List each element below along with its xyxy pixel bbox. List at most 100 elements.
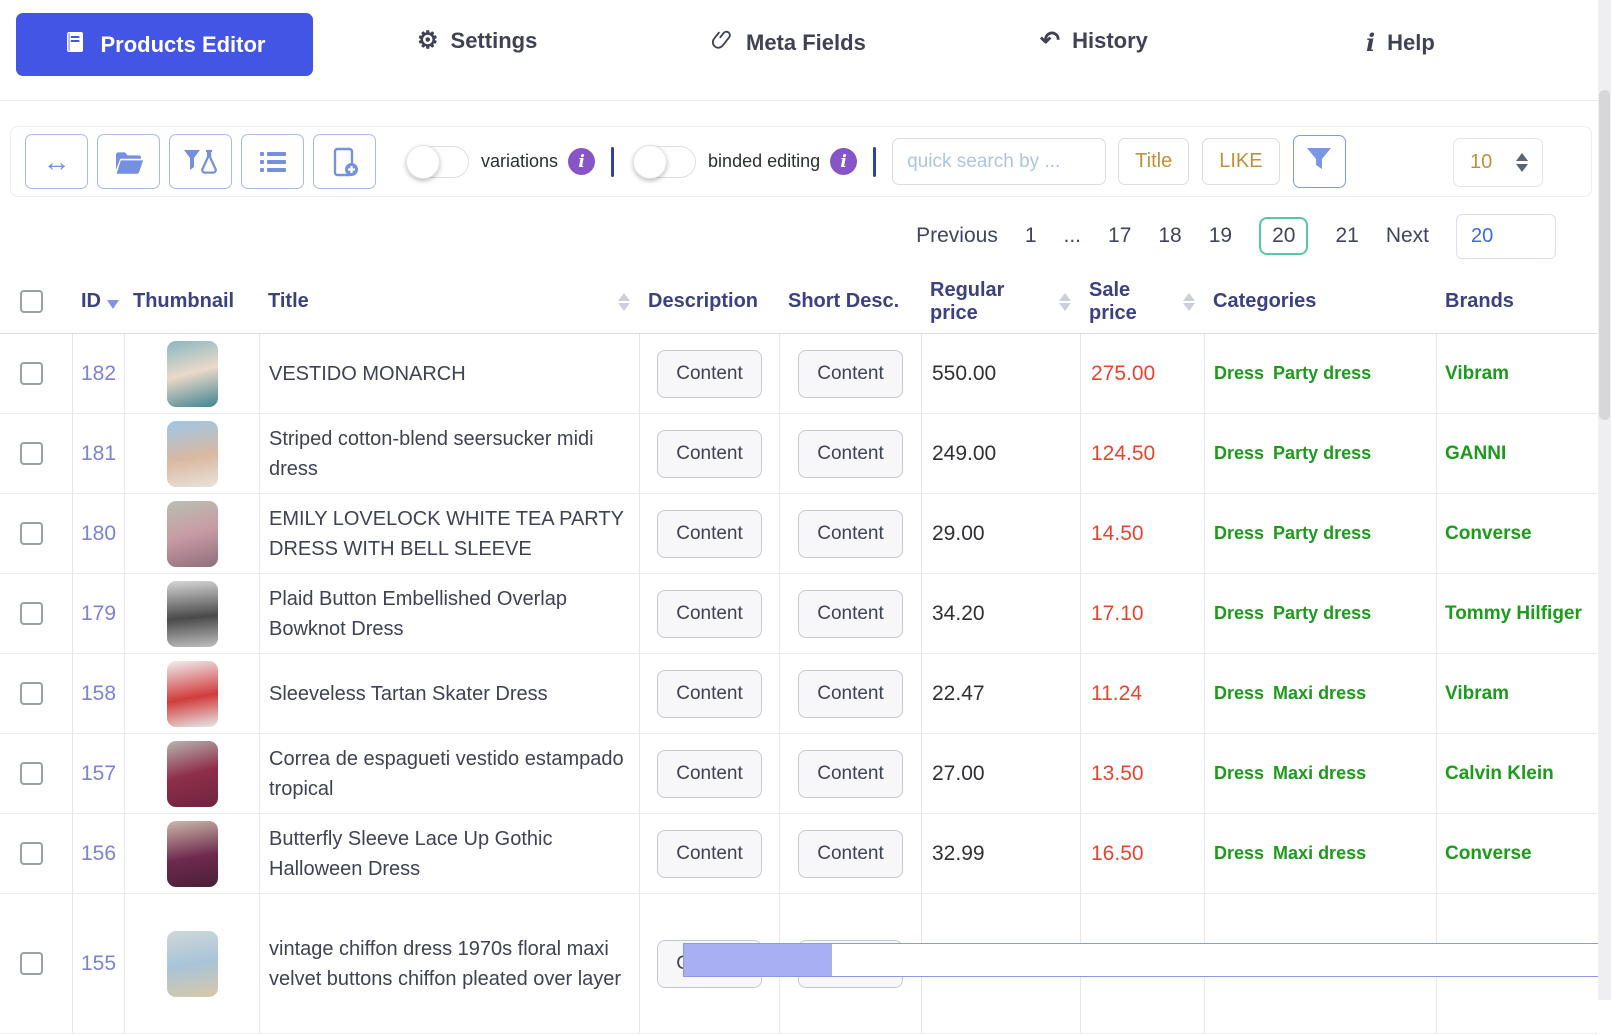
product-thumbnail[interactable] [166,820,218,887]
row-checkbox[interactable] [20,602,43,625]
product-thumbnail[interactable] [166,500,218,567]
page-size-spinner[interactable]: 10 [1453,138,1543,187]
regular-price[interactable]: 29.00 [932,521,985,545]
variations-toggle[interactable] [406,144,469,179]
pagination-previous[interactable]: Previous [916,224,998,247]
category-link[interactable]: Maxi dress [1273,843,1367,863]
short-desc-content-button[interactable]: Content [798,749,903,798]
column-list-button[interactable] [241,134,304,189]
category-link[interactable]: Dress [1214,763,1265,783]
description-content-button[interactable]: Content [657,429,762,478]
pagination-page-17[interactable]: 17 [1108,224,1132,247]
product-thumbnail[interactable] [166,930,218,997]
brand-link[interactable]: Calvin Klein [1445,762,1554,784]
short-desc-content-button[interactable]: Content [798,829,903,878]
header-id[interactable]: ID [73,290,125,313]
product-title[interactable]: vintage chiffon dress 1970s floral maxi … [269,937,622,990]
regular-price[interactable]: 550.00 [932,361,997,385]
sale-price[interactable]: 17.10 [1091,601,1144,625]
category-link[interactable]: Party dress [1273,523,1372,543]
short-desc-content-button[interactable]: Content [798,509,903,558]
category-link[interactable]: Dress [1214,843,1265,863]
row-checkbox[interactable] [20,842,43,865]
brand-link[interactable]: Vibram [1445,362,1510,384]
product-id-link[interactable]: 179 [81,601,117,625]
sale-price[interactable]: 124.50 [1091,441,1156,465]
brand-link[interactable]: GANNI [1445,442,1507,464]
binded-editing-toggle[interactable] [633,144,697,179]
product-title[interactable]: VESTIDO MONARCH [269,362,466,385]
product-title[interactable]: Plaid Button Embellished Overlap Bowknot… [269,587,567,640]
column-resize-button[interactable]: ↔ [25,134,88,189]
apply-filter-button[interactable] [1292,135,1346,188]
binded-editing-info-icon[interactable]: i [830,148,858,175]
vertical-scrollbar[interactable] [1598,0,1611,1000]
pagination-page-19[interactable]: 19 [1208,224,1233,247]
quick-search-input[interactable] [892,138,1107,185]
sort-icon[interactable] [1183,292,1195,311]
short-desc-content-button[interactable]: Content [798,589,903,638]
tab-history[interactable]: ↶ History [1040,28,1148,54]
description-content-button[interactable]: Content [657,669,762,718]
scrollbar-thumb[interactable] [1599,90,1610,420]
row-checkbox[interactable] [20,952,43,975]
regular-price[interactable]: 27.00 [932,761,985,785]
category-link[interactable]: Dress [1214,683,1265,703]
product-id-link[interactable]: 156 [81,841,117,865]
brand-link[interactable]: Converse [1445,842,1532,864]
add-product-button[interactable] [313,134,376,189]
filter-presets-button[interactable] [169,134,232,189]
pagination-page-21[interactable]: 21 [1335,224,1359,247]
product-id-link[interactable]: 182 [81,361,117,385]
brand-link[interactable]: Tommy Hilfiger [1445,602,1582,624]
sale-price[interactable]: 16.50 [1091,841,1144,865]
product-title[interactable]: Butterfly Sleeve Lace Up Gothic Hallowee… [269,827,553,880]
product-thumbnail[interactable] [166,420,218,487]
search-operator-button[interactable]: LIKE [1202,138,1280,185]
product-id-link[interactable]: 157 [81,761,117,785]
brand-link[interactable]: Converse [1445,522,1532,544]
row-checkbox[interactable] [20,442,43,465]
description-content-button[interactable]: Content [657,749,762,798]
open-folder-button[interactable] [97,134,160,189]
description-content-button[interactable]: Content [657,509,762,558]
product-id-link[interactable]: 158 [81,681,117,705]
category-link[interactable]: Party dress [1273,443,1372,463]
row-checkbox[interactable] [20,362,43,385]
sale-price[interactable]: 13.50 [1091,761,1144,785]
product-title[interactable]: Sleeveless Tartan Skater Dress [269,682,548,705]
short-desc-content-button[interactable]: Content [798,429,903,478]
regular-price[interactable]: 32.99 [932,841,985,865]
product-thumbnail[interactable] [166,340,218,407]
tab-meta-fields[interactable]: Meta Fields [710,28,866,57]
product-title[interactable]: Striped cotton-blend seersucker midi dre… [269,427,594,480]
category-link[interactable]: Dress [1214,603,1265,623]
pagination-current-page[interactable]: 20 [1259,217,1309,255]
category-link[interactable]: Dress [1214,363,1265,383]
header-regular-price[interactable]: Regular price [922,279,1081,325]
product-title[interactable]: Correa de espagueti vestido estampado tr… [269,747,624,800]
regular-price[interactable]: 249.00 [932,441,997,465]
regular-price[interactable]: 22.47 [932,681,985,705]
variations-info-icon[interactable]: i [568,148,596,175]
description-content-button[interactable]: Content [657,349,762,398]
product-id-link[interactable]: 180 [81,521,117,545]
spinner-arrows-icon[interactable] [1516,153,1528,172]
row-checkbox[interactable] [20,522,43,545]
category-link[interactable]: Dress [1214,523,1265,543]
product-id-link[interactable]: 181 [81,441,117,465]
tab-settings[interactable]: ⚙ Settings [417,28,537,54]
category-link[interactable]: Party dress [1273,363,1372,383]
category-link[interactable]: Maxi dress [1273,683,1367,703]
header-title[interactable]: Title [260,290,640,313]
product-thumbnail[interactable] [166,660,218,727]
sale-price[interactable]: 11.24 [1091,681,1142,705]
brand-link[interactable]: Vibram [1445,682,1510,704]
product-title[interactable]: EMILY LOVELOCK WHITE TEA PARTY DRESS WIT… [269,507,624,560]
description-content-button[interactable]: Content [657,589,762,638]
regular-price[interactable]: 34.20 [932,601,985,625]
sale-price[interactable]: 14.50 [1091,521,1144,545]
category-link[interactable]: Party dress [1273,603,1372,623]
header-sale-price[interactable]: Sale price [1081,279,1205,325]
search-field-button[interactable]: Title [1118,138,1190,185]
